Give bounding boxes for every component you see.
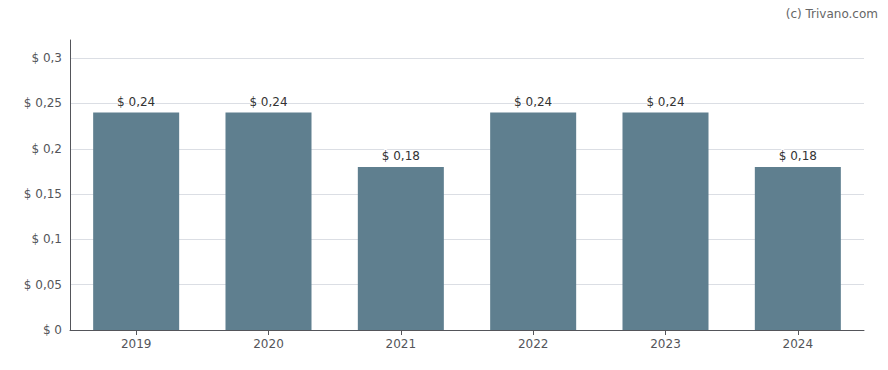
svg-text:$ 0: $ 0 [43, 323, 62, 337]
svg-text:$ 0,1: $ 0,1 [31, 232, 62, 246]
svg-text:$ 0,05: $ 0,05 [24, 278, 62, 292]
svg-text:(c) Trivano.com: (c) Trivano.com [786, 7, 878, 21]
svg-text:2019: 2019 [121, 337, 152, 351]
svg-text:2022: 2022 [518, 337, 549, 351]
svg-text:2021: 2021 [386, 337, 417, 351]
svg-text:$ 0,2: $ 0,2 [31, 142, 62, 156]
svg-text:$ 0,3: $ 0,3 [31, 51, 62, 65]
svg-text:$ 0,24: $ 0,24 [646, 95, 684, 109]
svg-text:$ 0,18: $ 0,18 [382, 149, 420, 163]
svg-text:$ 0,24: $ 0,24 [514, 95, 552, 109]
svg-text:$ 0,18: $ 0,18 [779, 149, 817, 163]
svg-text:$ 0,25: $ 0,25 [24, 96, 62, 110]
svg-text:2020: 2020 [253, 337, 284, 351]
svg-text:$ 0,24: $ 0,24 [249, 95, 287, 109]
svg-text:2023: 2023 [650, 337, 681, 351]
svg-text:2024: 2024 [783, 337, 814, 351]
svg-text:$ 0,24: $ 0,24 [117, 95, 155, 109]
svg-text:$ 0,15: $ 0,15 [24, 187, 62, 201]
